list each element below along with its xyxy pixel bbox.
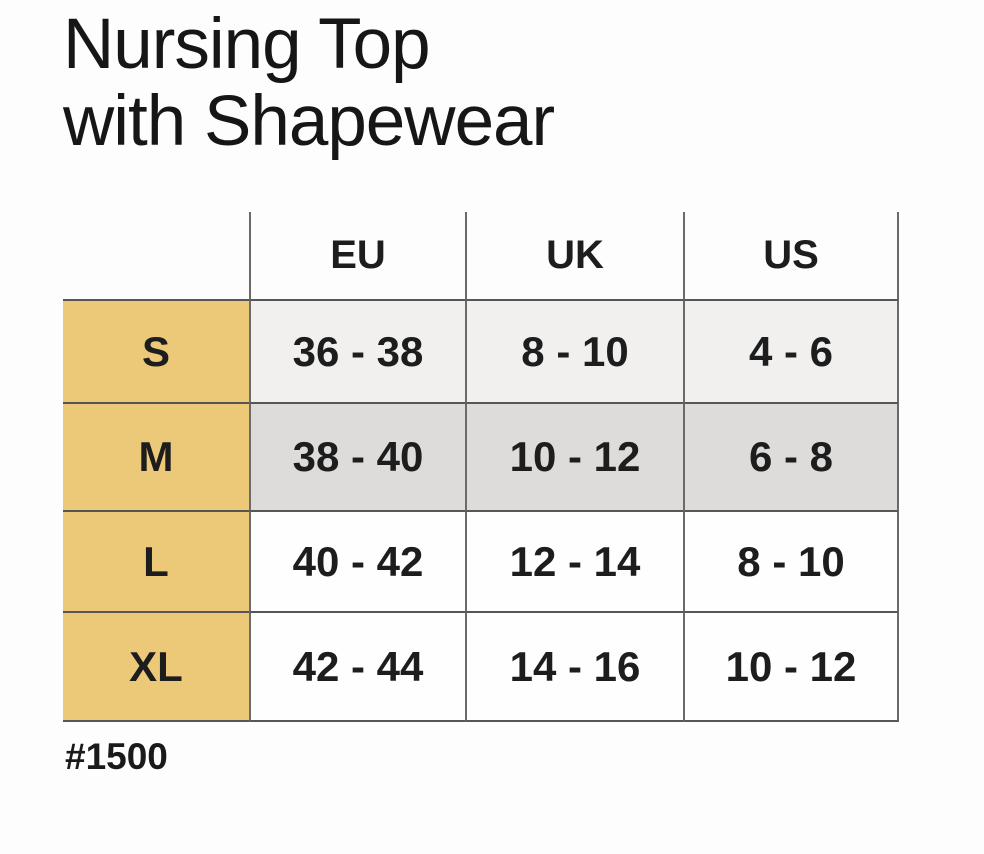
cell-l-us: 8 - 10 — [683, 512, 899, 613]
cell-m-eu: 38 - 40 — [249, 404, 465, 512]
page-title: Nursing Top with Shapewear — [63, 5, 555, 161]
cell-xl-eu: 42 - 44 — [249, 613, 465, 722]
cell-xl-uk: 14 - 16 — [465, 613, 683, 722]
cell-s-us: 4 - 6 — [683, 301, 899, 404]
cell-m-us: 6 - 8 — [683, 404, 899, 512]
row-label-s: S — [63, 301, 249, 404]
cell-m-uk: 10 - 12 — [465, 404, 683, 512]
page-title-line2: with Shapewear — [63, 82, 555, 161]
table-corner-cell — [63, 212, 249, 301]
cell-s-eu: 36 - 38 — [249, 301, 465, 404]
model-number: #1500 — [65, 736, 168, 777]
cell-l-eu: 40 - 42 — [249, 512, 465, 613]
size-table: EU UK US S 36 - 38 8 - 10 4 - 6 M 38 - 4… — [63, 212, 899, 722]
cell-l-uk: 12 - 14 — [465, 512, 683, 613]
row-label-m: M — [63, 404, 249, 512]
column-header-eu: EU — [249, 212, 465, 301]
cell-s-uk: 8 - 10 — [465, 301, 683, 404]
column-header-us: US — [683, 212, 899, 301]
column-header-uk: UK — [465, 212, 683, 301]
cell-xl-us: 10 - 12 — [683, 613, 899, 722]
page-title-line1: Nursing Top — [63, 5, 431, 84]
row-label-xl: XL — [63, 613, 249, 722]
row-label-l: L — [63, 512, 249, 613]
